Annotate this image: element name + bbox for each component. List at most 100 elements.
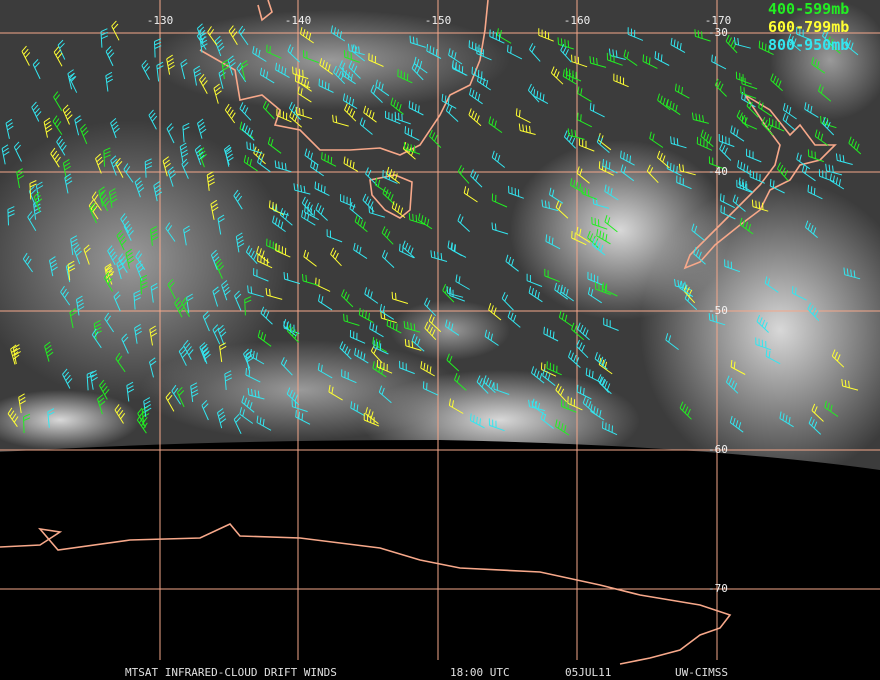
wind-barb	[245, 350, 254, 371]
wind-barb	[274, 160, 292, 173]
wind-barb	[469, 413, 485, 429]
wind-barb	[382, 169, 398, 184]
wind-barb	[720, 205, 736, 220]
wind-barb	[348, 60, 361, 79]
wind-barb	[97, 394, 106, 415]
wind-barb	[353, 242, 368, 260]
wind-barb	[241, 395, 255, 413]
wind-barb	[665, 333, 679, 350]
coastlines	[0, 0, 837, 665]
wind-barb	[332, 114, 349, 127]
wind-barb	[758, 100, 773, 117]
wind-barb	[505, 254, 519, 272]
wind-barb	[243, 155, 258, 172]
legend-entry: 800-950mb	[768, 36, 849, 54]
wind-barb	[199, 32, 208, 53]
wind-barb	[735, 71, 752, 85]
wind-barb	[62, 368, 73, 389]
wind-barb	[326, 229, 343, 243]
wind-barb	[368, 53, 384, 67]
longitude-label: -150	[425, 14, 452, 27]
wind-barb	[317, 363, 333, 379]
wind-barb	[297, 86, 312, 103]
wind-barb	[321, 152, 337, 167]
wind-barb	[137, 407, 148, 428]
wind-barb	[567, 396, 583, 411]
wind-barb	[212, 286, 220, 307]
longitude-label: -170	[705, 14, 732, 27]
wind-barb	[289, 109, 303, 128]
wind-barb	[44, 341, 54, 362]
latitude-label: -40	[708, 165, 728, 178]
wind-barb	[541, 199, 559, 212]
wind-barb	[764, 276, 779, 293]
wind-barb	[257, 329, 272, 347]
wind-barb	[691, 223, 705, 241]
wind-barb	[570, 178, 585, 194]
wind-barb	[825, 163, 843, 176]
wind-barb	[576, 339, 589, 359]
wind-barb	[739, 217, 754, 235]
wind-barb	[43, 117, 53, 138]
footer-date: 05JUL11	[565, 666, 611, 679]
wind-barb	[303, 249, 317, 267]
wind-barb	[210, 249, 220, 270]
wind-barb	[174, 297, 185, 318]
wind-barb	[21, 45, 31, 66]
wind-barb	[144, 158, 153, 178]
wind-barb	[591, 216, 608, 230]
longitude-label: -160	[564, 14, 591, 27]
wind-barb	[391, 291, 409, 304]
wind-barb	[567, 128, 585, 140]
wind-barb	[213, 83, 222, 104]
wind-barb	[340, 194, 356, 208]
wind-barb	[822, 116, 835, 136]
wind-barb	[110, 118, 120, 139]
wind-barb	[27, 211, 37, 232]
wind-barb	[776, 162, 789, 181]
wind-barb	[153, 181, 163, 202]
wind-barb	[276, 108, 292, 123]
wind-barb	[843, 267, 861, 280]
wind-barb	[111, 20, 120, 41]
wind-barb	[100, 28, 109, 48]
footer: MTSAT INFRARED-CLOUD DRIFT WINDS 18:00 U…	[125, 666, 728, 679]
wind-barb	[293, 183, 311, 195]
wind-barb	[301, 196, 314, 216]
wind-barb	[543, 326, 559, 342]
wind-barb	[598, 357, 613, 375]
wind-barb	[104, 312, 115, 333]
wind-barb	[779, 411, 794, 428]
wind-barb	[489, 29, 505, 44]
wind-barb	[217, 408, 227, 429]
wind-barb	[295, 106, 313, 120]
latitude-label: -60	[708, 443, 728, 456]
wind-barb	[424, 297, 437, 317]
wind-barb	[390, 97, 404, 115]
wind-barb	[179, 142, 189, 163]
wind-barb	[531, 366, 545, 384]
wind-barb	[807, 184, 823, 200]
wind-barb	[755, 337, 772, 351]
wind-barb	[18, 393, 26, 414]
wind-barb	[89, 369, 98, 390]
wind-barb	[582, 396, 596, 415]
wind-barb	[330, 247, 342, 267]
wind-barb	[275, 243, 291, 258]
wind-barb	[292, 66, 309, 80]
wind-barb	[247, 285, 264, 298]
wind-barb	[341, 369, 357, 384]
wind-barb	[47, 408, 55, 428]
wind-barb	[730, 359, 746, 375]
wind-barb	[105, 71, 114, 92]
wind-barb	[403, 320, 421, 333]
wind-barb	[740, 86, 757, 99]
wind-barb	[808, 416, 822, 435]
wind-barb	[666, 161, 682, 177]
wind-barb	[592, 238, 606, 256]
wind-barb	[386, 166, 400, 184]
wind-barb	[91, 328, 102, 349]
wind-barb	[694, 29, 711, 42]
wind-barb	[154, 38, 162, 58]
wind-barb	[354, 347, 369, 364]
